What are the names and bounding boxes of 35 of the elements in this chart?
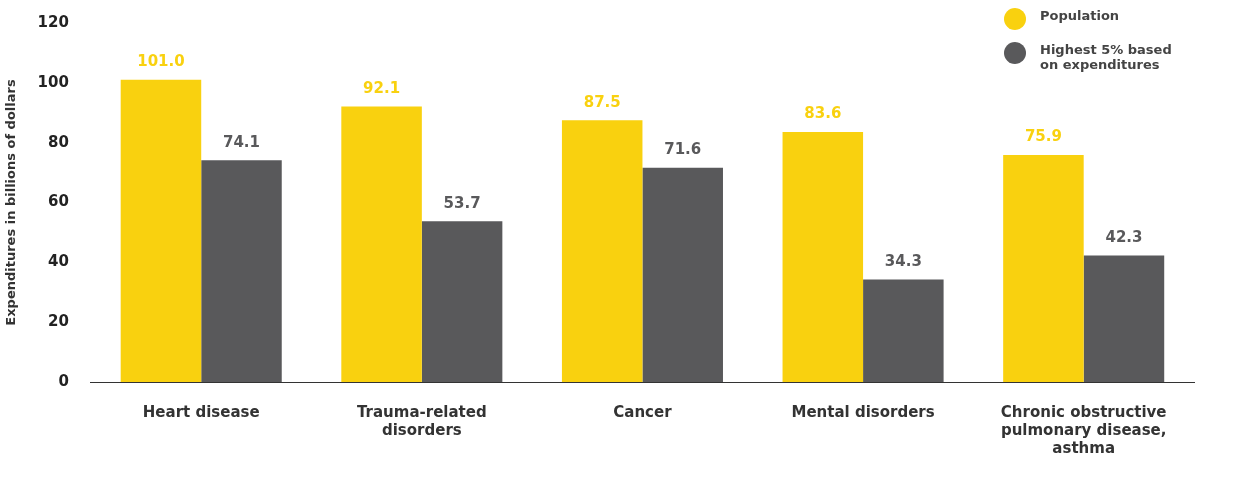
bar	[642, 167, 723, 382]
bar	[1003, 154, 1084, 382]
legend-label: Population	[1040, 8, 1120, 23]
x-tick-label: Cancer	[613, 402, 673, 421]
x-tick-label: Chronic obstructive pulmonary disease, asthma	[1000, 402, 1167, 457]
bar	[341, 106, 422, 382]
data-label: 34.3	[884, 251, 922, 270]
bar	[120, 79, 202, 382]
bar	[863, 279, 944, 382]
y-tick-label: 40	[48, 252, 69, 271]
x-tick-label: Mental disorders	[791, 402, 935, 421]
y-axis-title: Expenditures in billions of dollars	[3, 79, 19, 326]
bar	[561, 120, 643, 382]
y-tick-label: 120	[37, 12, 69, 31]
data-label: 83.6	[804, 104, 842, 123]
y-tick-label: 80	[48, 132, 69, 151]
y-tick-label: 60	[48, 192, 69, 211]
y-tick-label: 100	[37, 72, 69, 91]
y-tick-label: 20	[48, 312, 69, 331]
data-label: 42.3	[1105, 227, 1143, 246]
y-tick-label: 0	[58, 371, 69, 390]
bar	[782, 131, 864, 382]
data-label: 53.7	[443, 193, 481, 212]
x-tick-label: Heart disease	[142, 402, 260, 421]
data-label: 101.0	[137, 52, 185, 71]
bar	[421, 221, 503, 382]
data-label: 92.1	[363, 78, 401, 97]
data-label: 87.5	[583, 92, 621, 111]
data-label: 74.1	[222, 132, 260, 151]
bar	[201, 160, 282, 382]
data-label: 71.6	[664, 140, 702, 159]
data-label: 75.9	[1024, 127, 1062, 146]
bar	[1083, 255, 1165, 382]
legend-label: Highest 5% based on expenditures	[1040, 42, 1173, 72]
x-tick-label: Trauma-related disorders	[356, 402, 487, 439]
